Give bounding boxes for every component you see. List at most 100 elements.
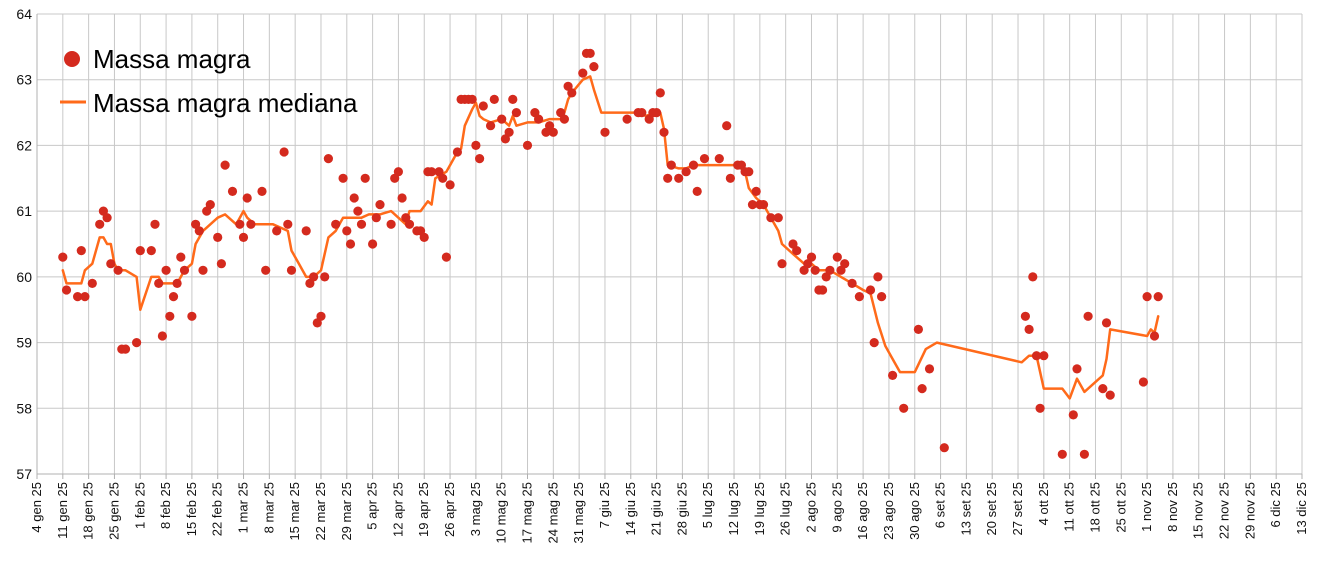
data-point <box>445 180 455 190</box>
legend-label-points: Massa magra <box>93 44 251 74</box>
data-point <box>806 252 817 262</box>
x-tick-label: 9 ago 25 <box>829 482 844 533</box>
data-point <box>87 278 97 288</box>
y-tick-label: 59 <box>16 335 32 351</box>
data-point <box>1031 351 1042 361</box>
data-point <box>154 278 164 288</box>
data-point <box>238 232 249 242</box>
legend: Massa magra Massa magra mediana <box>60 44 358 118</box>
data-point <box>939 443 949 453</box>
x-tick-label: 7 giu 25 <box>597 482 612 528</box>
data-point <box>486 121 496 131</box>
data-point <box>419 232 429 242</box>
data-point <box>342 226 352 236</box>
data-point <box>438 173 448 183</box>
data-point <box>58 252 68 262</box>
data-point <box>917 384 927 394</box>
data-point <box>1039 351 1049 361</box>
x-axis-ticks: 4 gen 25 11 gen 25 18 gen 25 25 gen 25 1 feb… <box>29 482 1309 543</box>
data-point <box>360 173 370 183</box>
x-tick-label: 22 mar 25 <box>313 482 328 541</box>
data-point <box>578 68 588 78</box>
data-point <box>205 200 215 210</box>
x-tick-label: 18 ott 25 <box>1087 482 1102 533</box>
data-point <box>353 206 363 216</box>
data-point <box>242 193 252 203</box>
x-tick-label: 15 mar 25 <box>287 482 302 541</box>
data-point <box>663 173 673 183</box>
data-point <box>146 246 156 256</box>
data-point <box>659 127 669 137</box>
data-point <box>1142 292 1152 302</box>
data-point <box>187 311 197 321</box>
x-tick-label: 15 nov 25 <box>1191 482 1206 539</box>
data-point <box>397 193 407 203</box>
data-point <box>1020 311 1030 321</box>
x-tick-label: 12 lug 25 <box>726 482 741 536</box>
data-point <box>674 173 684 183</box>
x-tick-label: 10 mag 25 <box>494 482 509 543</box>
data-point <box>825 265 835 275</box>
data-point <box>176 252 186 262</box>
x-tick-label: 22 nov 25 <box>1217 482 1232 539</box>
x-tick-label: 2 ago 25 <box>803 482 818 533</box>
x-tick-label: 6 dic 25 <box>1268 482 1283 528</box>
x-tick-label: 1 feb 25 <box>132 482 147 529</box>
data-point <box>213 232 223 242</box>
data-point <box>168 292 179 302</box>
data-point <box>652 108 662 118</box>
data-point <box>699 154 710 164</box>
data-point <box>818 285 828 295</box>
x-tick-label: 6 set 25 <box>933 482 948 528</box>
data-point <box>272 226 282 236</box>
x-tick-label: 16 ago 25 <box>855 482 870 540</box>
x-tick-label: 24 mag 25 <box>545 482 560 543</box>
x-tick-label: 26 lug 25 <box>778 482 793 536</box>
data-point <box>320 272 330 282</box>
data-point <box>227 186 238 196</box>
data-point <box>865 285 876 295</box>
x-tick-label: 14 giu 25 <box>623 482 638 536</box>
x-tick-label: 8 nov 25 <box>1165 482 1180 532</box>
x-tick-label: 29 mar 25 <box>339 482 354 541</box>
x-tick-label: 23 ago 25 <box>881 482 896 540</box>
data-point <box>655 88 665 98</box>
data-point <box>600 127 610 137</box>
y-tick-label: 61 <box>16 203 32 219</box>
y-axis-ticks: 57 58 59 60 61 62 63 64 <box>16 6 32 482</box>
data-point <box>1138 377 1148 387</box>
data-point <box>534 114 544 124</box>
y-tick-label: 60 <box>16 269 32 285</box>
data-point <box>235 219 245 229</box>
data-point <box>840 259 850 269</box>
data-point <box>567 88 577 98</box>
grid <box>36 13 1303 479</box>
data-point <box>393 167 403 177</box>
data-point <box>165 311 175 321</box>
data-point <box>150 219 160 229</box>
x-tick-label: 19 lug 25 <box>752 482 767 536</box>
x-tick-label: 11 ott 25 <box>1062 482 1077 532</box>
x-tick-label: 26 apr 25 <box>442 482 457 537</box>
data-point <box>758 200 769 210</box>
data-point <box>766 213 776 223</box>
data-point <box>1101 318 1112 328</box>
data-point <box>316 311 326 321</box>
data-point <box>61 285 72 295</box>
x-tick-label: 5 apr 25 <box>365 482 380 530</box>
series-points-massa-magra <box>58 48 1163 459</box>
data-point <box>216 259 226 269</box>
x-tick-label: 13 dic 25 <box>1294 482 1309 535</box>
data-point <box>172 278 182 288</box>
x-tick-label: 31 mag 25 <box>571 482 586 543</box>
series-line-massa-magra-mediana <box>61 75 1160 400</box>
data-point <box>113 265 123 275</box>
data-point <box>356 219 367 229</box>
x-tick-label: 3 mag 25 <box>468 482 483 536</box>
data-point <box>475 154 485 164</box>
y-tick-label: 58 <box>16 400 32 416</box>
x-tick-label: 17 mag 25 <box>520 482 535 543</box>
data-point <box>478 101 488 111</box>
data-point <box>283 219 293 229</box>
data-point <box>747 200 758 210</box>
